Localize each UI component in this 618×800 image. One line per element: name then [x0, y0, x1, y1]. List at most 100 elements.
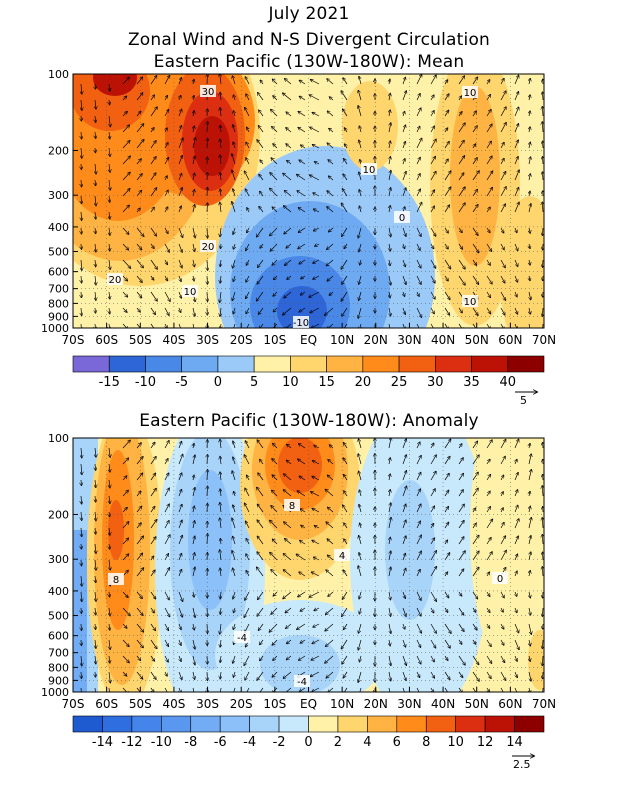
wind-vector — [244, 503, 250, 513]
mean-vector-field — [81, 74, 543, 328]
colorbar-swatch — [102, 715, 133, 733]
wind-vector — [245, 671, 250, 680]
colorbar-swatch — [290, 355, 327, 373]
wind-vector — [389, 93, 390, 101]
wind-vector — [500, 275, 505, 283]
colorbar-label: -8 — [184, 735, 197, 750]
wind-vector — [444, 591, 449, 598]
wind-vector — [272, 259, 278, 265]
wind-vector — [192, 227, 195, 238]
wind-vector — [430, 471, 436, 481]
wind-vector — [500, 91, 506, 101]
wind-vector — [458, 569, 464, 577]
wind-vector — [416, 521, 420, 529]
wind-vector — [486, 323, 490, 328]
wind-vector — [95, 639, 96, 648]
wind-vector — [430, 551, 436, 561]
wind-vector — [259, 174, 264, 181]
wind-vector — [136, 307, 140, 312]
wind-vector — [486, 607, 490, 612]
wind-vector — [269, 623, 278, 632]
colorbar-swatch — [72, 715, 103, 733]
wind-vector — [542, 157, 543, 165]
wind-vector — [327, 555, 334, 561]
wind-vector — [150, 307, 155, 314]
wind-vector — [151, 556, 154, 561]
wind-vector — [179, 307, 181, 312]
wind-vector — [358, 90, 362, 101]
wind-vector — [150, 442, 155, 449]
wind-vector — [458, 551, 465, 561]
colorbar-label: 0 — [214, 375, 222, 390]
wind-vector — [515, 655, 517, 661]
wind-vector — [389, 490, 390, 497]
wind-vector — [500, 687, 504, 692]
y-tick-label: 400 — [48, 221, 69, 234]
wind-vector — [109, 495, 110, 503]
wind-vector — [487, 572, 489, 577]
wind-vector — [416, 607, 421, 616]
wind-vector — [233, 687, 236, 692]
wind-vector — [343, 78, 348, 85]
colorbar-label: 35 — [463, 375, 480, 390]
wind-vector — [402, 439, 406, 449]
wind-vector — [458, 639, 462, 644]
wind-vector — [416, 138, 422, 149]
colorbar-label: 0 — [304, 735, 312, 750]
wind-vector — [430, 126, 434, 133]
wind-vector — [287, 275, 292, 279]
wind-vector — [299, 687, 306, 692]
wind-vector — [122, 639, 129, 647]
wind-vector — [193, 623, 194, 630]
wind-vector — [207, 534, 208, 545]
wind-vector — [286, 460, 292, 465]
wind-vector — [500, 456, 505, 465]
wind-vector — [402, 655, 406, 665]
wind-vector — [220, 655, 221, 662]
wind-vector — [136, 259, 143, 268]
wind-vector — [207, 454, 208, 465]
colorbar-label: 12 — [477, 735, 494, 750]
wind-vector — [233, 142, 235, 149]
wind-vector — [326, 639, 334, 646]
wind-vector — [246, 275, 250, 282]
wind-vector — [299, 476, 306, 481]
wind-vector — [542, 567, 543, 577]
wind-vector — [81, 591, 82, 602]
colorbar-label: -14 — [92, 735, 113, 750]
wind-vector — [164, 243, 169, 252]
wind-vector — [298, 227, 306, 232]
wind-vector — [272, 459, 278, 465]
wind-vector — [136, 536, 143, 545]
wind-vector — [430, 95, 434, 101]
wind-vector — [402, 142, 405, 149]
wind-vector — [514, 124, 519, 133]
x-tick-label: 50S — [129, 333, 152, 347]
wind-vector — [402, 259, 405, 267]
wind-vector — [283, 687, 292, 692]
wind-vector — [360, 523, 361, 529]
contour-label: 8 — [284, 499, 300, 512]
wind-vector — [402, 504, 406, 513]
wind-vector — [529, 552, 531, 561]
contour-label: -4 — [234, 631, 250, 644]
wind-vector — [444, 687, 449, 692]
wind-vector — [501, 508, 503, 513]
wind-vector — [109, 307, 110, 314]
wind-vector — [81, 623, 82, 630]
wind-vector — [150, 457, 156, 465]
wind-vector — [273, 443, 278, 449]
wind-vector — [258, 259, 264, 267]
wind-vector — [220, 591, 221, 599]
wind-vector — [389, 655, 391, 666]
contour-label: 10 — [462, 295, 478, 308]
wind-vector — [458, 655, 465, 665]
wind-vector — [542, 307, 543, 316]
colorbar-swatch — [471, 355, 509, 373]
wind-vector — [95, 307, 96, 313]
wind-vector — [472, 126, 477, 133]
wind-vector — [178, 173, 182, 181]
wind-vector — [500, 671, 506, 680]
wind-vector — [487, 623, 490, 628]
wind-vector — [542, 122, 543, 133]
